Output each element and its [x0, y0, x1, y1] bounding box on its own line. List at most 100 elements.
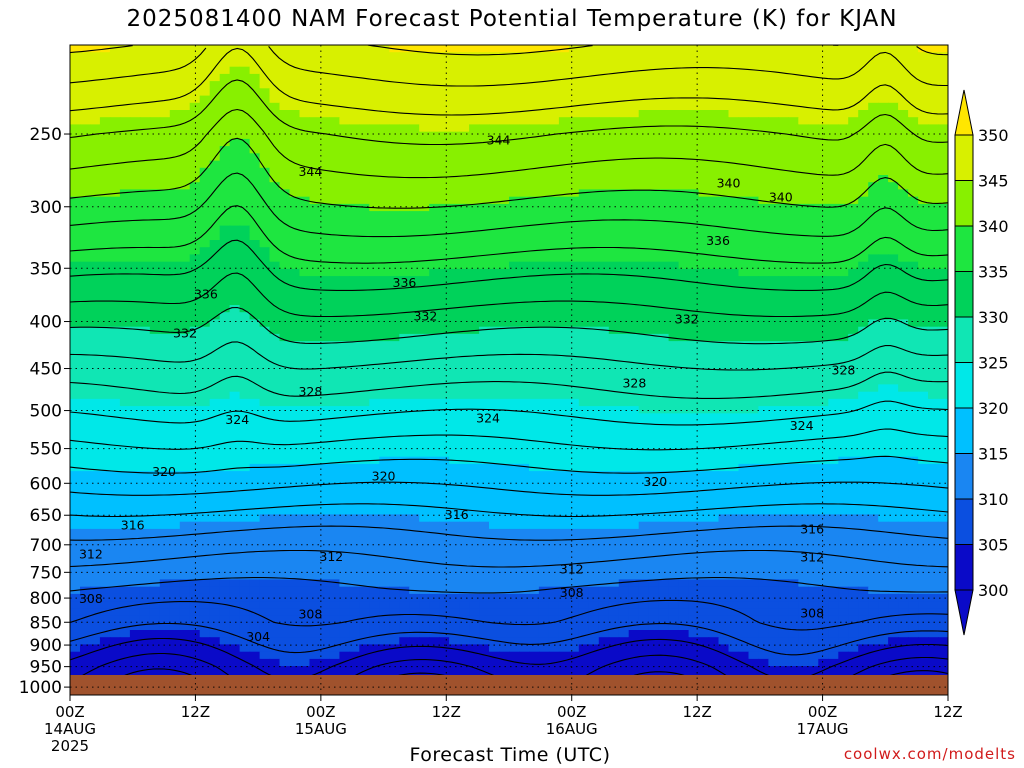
contour-label: 320	[643, 474, 667, 489]
colorbar-swatch	[954, 180, 974, 227]
x-tick-label: 12Z	[933, 703, 962, 721]
y-tick-label: 700	[30, 536, 62, 556]
x-tick-label: 15AUG	[295, 720, 347, 738]
contour-label: 312	[560, 562, 584, 577]
contour-label: 344	[487, 132, 511, 147]
credit-link[interactable]: coolwx.com/modelts	[843, 745, 1016, 763]
y-tick-label: 500	[30, 402, 62, 422]
contour-labels: 344 344 340 340 336 336 336 332 332 332 328 328 328 3…	[79, 132, 855, 644]
contour-line-306	[70, 622, 948, 656]
colorbar-label: 350	[978, 126, 1009, 145]
y-tick-label: 450	[30, 360, 62, 380]
contour-line-350	[70, 45, 948, 56]
contour-label: 308	[800, 606, 824, 621]
x-tick-label: 00Z	[808, 703, 837, 721]
filled-contours	[70, 45, 948, 695]
x-tick-label: 17AUG	[797, 720, 849, 738]
contour-label: 316	[800, 522, 824, 537]
colorbar-swatch	[954, 134, 974, 181]
contour-label: 312	[319, 549, 343, 564]
contour-label: 316	[445, 507, 469, 522]
contour-line-316	[70, 503, 948, 518]
x-tick-label: 00Z	[55, 703, 84, 721]
contour-label: 308	[298, 607, 322, 622]
colorbar-label: 315	[978, 445, 1009, 464]
contour-label: 328	[298, 384, 322, 399]
contour-lines	[70, 45, 948, 694]
x-tick-label: 12Z	[181, 703, 210, 721]
y-tick-label: 750	[30, 563, 62, 583]
contour-line-312	[70, 549, 948, 568]
contour-line-322	[70, 428, 948, 451]
contour-label: 312	[79, 546, 103, 561]
contour-label: 320	[152, 464, 176, 479]
contour-label: 312	[800, 550, 824, 565]
colorbar-label: 335	[978, 263, 1009, 282]
contour-line-332	[70, 272, 948, 318]
contour-label: 332	[413, 309, 437, 324]
colorbar-swatch	[954, 498, 974, 545]
contour-line-320	[70, 455, 948, 474]
contour-line-326	[70, 371, 948, 399]
contour-label: 340	[769, 189, 793, 204]
y-tick-label: 800	[30, 589, 62, 609]
contour-line-336	[70, 205, 948, 264]
y-tick-label: 1000	[19, 678, 62, 698]
contour-line-346	[70, 47, 948, 116]
contour-line-342	[70, 108, 948, 179]
contour-line-334	[70, 239, 948, 291]
contour-label: 324	[476, 410, 500, 425]
contour-label: 324	[225, 412, 249, 427]
colorbar-swatch	[954, 453, 974, 500]
colorbar-label: 310	[978, 490, 1009, 509]
contour-label: 344	[298, 164, 322, 179]
colorbar-swatch	[954, 271, 974, 318]
x-tick-label: 16AUG	[546, 720, 598, 738]
contour-line-314	[70, 525, 948, 541]
colorbar-label: 330	[978, 308, 1009, 327]
contour-line-328	[70, 341, 948, 371]
contour-label: 304	[246, 629, 270, 644]
plot-frame	[69, 44, 949, 696]
y-tick-label: 850	[30, 613, 62, 633]
contour-label: 336	[393, 275, 417, 290]
y-tick-label: 900	[30, 636, 62, 656]
contour-line-344	[70, 79, 948, 146]
contour-label: 328	[622, 375, 646, 390]
contour-line-338	[70, 172, 948, 238]
colorbar: 300 305 310 315 320 325 330 335 340 345 350	[954, 89, 1009, 636]
y-tick-label: 600	[30, 474, 62, 494]
x-tick-label: 00Z	[306, 703, 335, 721]
chart-title: 2025081400 NAM Forecast Potential Temper…	[126, 6, 898, 32]
contour-label: 332	[173, 325, 197, 340]
y-axis-ticks: 250 300 350 400 450 500 550 600 650 700 750 800 850 9…	[19, 125, 70, 698]
grid-lines	[70, 45, 948, 695]
contour-line-330	[70, 306, 948, 345]
colorbar-label: 345	[978, 172, 1009, 191]
contour-label: 308	[560, 585, 584, 600]
contour-label: 308	[79, 591, 103, 606]
colorbar-bottom-arrow	[954, 589, 974, 636]
colorbar-label: 340	[978, 217, 1009, 236]
colorbar-label: 300	[978, 581, 1009, 600]
y-tick-label: 950	[30, 658, 62, 678]
y-tick-label: 300	[30, 198, 62, 218]
contour-line-348	[70, 46, 948, 87]
y-tick-label: 400	[30, 313, 62, 333]
colorbar-top-arrow	[954, 89, 974, 136]
x-tick-label: 14AUG	[44, 720, 96, 738]
x-tick-label: 12Z	[432, 703, 461, 721]
contour-label: 332	[675, 312, 699, 327]
contour-label: 320	[372, 469, 396, 484]
x-tick-label: 2025	[51, 737, 89, 755]
contour-label: 340	[717, 175, 741, 190]
colorbar-swatch	[954, 407, 974, 454]
y-tick-label: 250	[30, 125, 62, 145]
colorbar-swatch	[954, 362, 974, 409]
contour-label: 328	[832, 362, 856, 377]
x-tick-label: 00Z	[557, 703, 586, 721]
contour-line-324	[70, 400, 948, 426]
colorbar-swatch	[954, 544, 974, 591]
